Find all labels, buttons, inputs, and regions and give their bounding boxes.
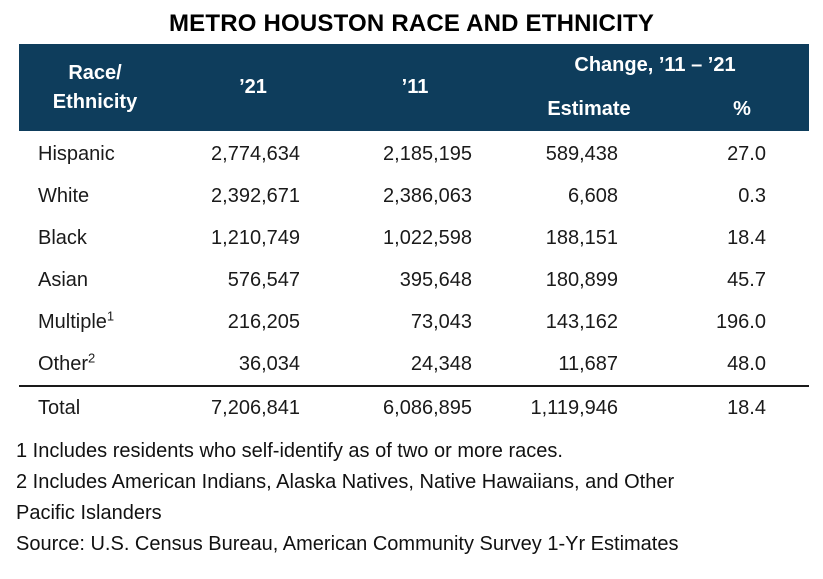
race-footnote-marker: 1 bbox=[106, 307, 115, 323]
race-text: Other bbox=[38, 352, 89, 375]
value-change-estimate: 143,162 bbox=[545, 310, 618, 333]
header-year-2011: ’11 bbox=[401, 76, 429, 98]
value-2021: 576,547 bbox=[227, 268, 300, 291]
value-change-estimate: 1,119,946 bbox=[530, 396, 619, 419]
value-change-percent: 48.0 bbox=[727, 352, 766, 375]
table-row-hispanic: Hispanic 2,774,634 2,185,195 589,438 27.… bbox=[19, 133, 809, 175]
value-change-estimate: 589,438 bbox=[545, 142, 618, 165]
header-race-line2: Ethnicity bbox=[52, 90, 138, 113]
value-2011: 6,086,895 bbox=[383, 396, 472, 419]
header-change-estimate: Estimate bbox=[547, 97, 631, 120]
value-change-percent: 196.0 bbox=[715, 310, 766, 333]
footnotes: 1 Includes residents who self-identify a… bbox=[16, 436, 811, 560]
race-text: Multiple bbox=[38, 310, 107, 333]
race-text: Hispanic bbox=[38, 142, 115, 165]
race-label: Black bbox=[19, 227, 171, 250]
race-text: Asian bbox=[38, 268, 89, 291]
race-footnote-marker: 2 bbox=[88, 349, 96, 365]
value-2011: 2,386,063 bbox=[383, 184, 472, 207]
total-divider-line bbox=[19, 385, 809, 387]
value-2021: 1,210,749 bbox=[211, 226, 300, 249]
value-2011: 73,043 bbox=[410, 310, 472, 333]
table-body: Hispanic 2,774,634 2,185,195 589,438 27.… bbox=[19, 133, 809, 385]
value-change-percent: 18.4 bbox=[727, 396, 766, 419]
table-row-total: Total 7,206,841 6,086,895 1,119,946 18.4 bbox=[19, 387, 809, 429]
race-label: Other2 bbox=[19, 349, 171, 376]
source-line: Source: U.S. Census Bureau, American Com… bbox=[16, 533, 679, 555]
value-2011: 24,348 bbox=[410, 352, 472, 375]
race-label: Total bbox=[38, 396, 81, 419]
value-2021: 7,206,841 bbox=[211, 396, 300, 419]
table-row-asian: Asian 576,547 395,648 180,899 45.7 bbox=[19, 259, 809, 301]
value-change-percent: 45.7 bbox=[727, 268, 766, 291]
header-change-group: Change, ’11 – ’21 bbox=[574, 54, 736, 76]
value-2011: 395,648 bbox=[399, 268, 472, 291]
value-change-estimate: 180,899 bbox=[545, 268, 618, 291]
race-label: Asian bbox=[19, 269, 171, 292]
total-row-grid: Total 7,206,841 6,086,895 1,119,946 18.4 bbox=[19, 387, 809, 429]
header-race-ethnicity: Race/ Ethnicity bbox=[19, 44, 171, 131]
value-2021: 36,034 bbox=[238, 352, 300, 375]
value-change-percent: 0.3 bbox=[738, 184, 766, 207]
header-change-percent: % bbox=[733, 97, 751, 120]
footnote-2-line1: 2 Includes American Indians, Alaska Nati… bbox=[16, 471, 675, 493]
value-2011: 2,185,195 bbox=[383, 142, 472, 165]
table-header: Race/ Ethnicity ’21 ’11 Change, ’11 – ’2… bbox=[19, 44, 809, 131]
race-text: White bbox=[38, 184, 90, 207]
table-row-white: White 2,392,671 2,386,063 6,608 0.3 bbox=[19, 175, 809, 217]
race-label: Multiple1 bbox=[19, 307, 171, 334]
footnote-1: 1 Includes residents who self-identify a… bbox=[16, 440, 563, 462]
value-2011: 1,022,598 bbox=[383, 226, 472, 249]
value-change-estimate: 6,608 bbox=[567, 184, 618, 207]
value-change-percent: 27.0 bbox=[727, 142, 766, 165]
value-2021: 216,205 bbox=[227, 310, 300, 333]
page-title: METRO HOUSTON RACE AND ETHNICITY bbox=[168, 10, 655, 37]
race-label: White bbox=[19, 185, 171, 208]
value-change-percent: 18.4 bbox=[727, 226, 766, 249]
table-row-other: Other2 36,034 24,348 11,687 48.0 bbox=[19, 343, 809, 385]
value-2021: 2,392,671 bbox=[211, 184, 300, 207]
value-change-estimate: 11,687 bbox=[558, 352, 618, 375]
table-row-multiple: Multiple1 216,205 73,043 143,162 196.0 bbox=[19, 301, 809, 343]
value-change-estimate: 188,151 bbox=[545, 226, 618, 249]
race-text: Black bbox=[38, 226, 87, 249]
table-row-black: Black 1,210,749 1,022,598 188,151 18.4 bbox=[19, 217, 809, 259]
header-race-line1: Race/ bbox=[68, 61, 122, 84]
header-year-2021: ’21 bbox=[239, 76, 267, 98]
footnote-2-line2: Pacific Islanders bbox=[16, 502, 162, 524]
race-label: Hispanic bbox=[19, 143, 171, 166]
value-2021: 2,774,634 bbox=[211, 142, 300, 165]
